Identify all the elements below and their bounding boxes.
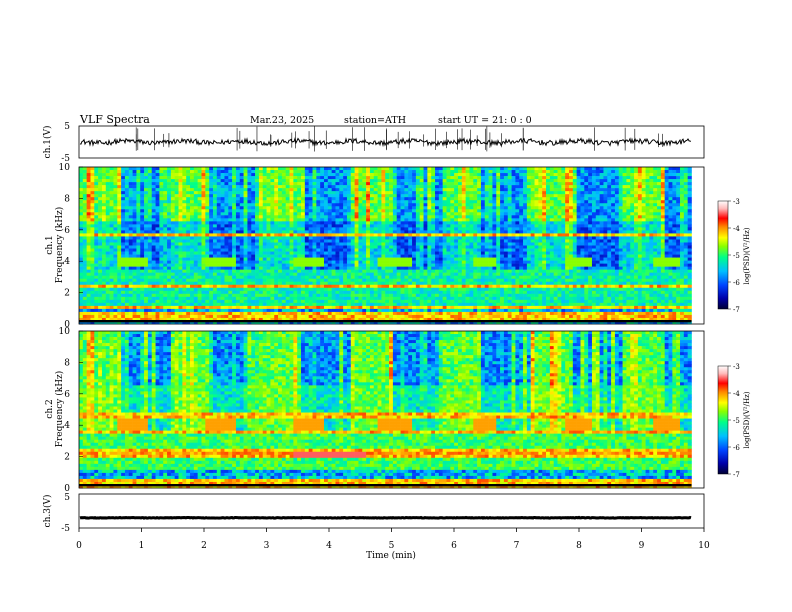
x-tick-label: 2 [201,541,207,551]
ch3-waveform-trace [79,515,692,520]
waveform-line [79,136,692,148]
ch1-waveform-frame [78,125,705,159]
ch1-waveform-ytick-top: 5 [64,122,70,132]
y-tick-label: 0 [64,484,70,494]
y-tick-label: 6 [64,390,70,400]
x-tick-label: 6 [451,541,457,551]
time-axis-ticks: 0 1 2 3 4 5 6 7 8 9 10 [76,528,710,551]
colorbar-tick-label: -6 [733,279,740,287]
y-tick-label: 8 [64,194,70,204]
y-tick-label: 2 [64,289,70,299]
colorbar-tick-label: -3 [733,363,740,371]
ch1-colorbar: -3 -4 -5 -6 -7 log(PSD)(V²/Hz) [717,198,751,314]
ch1-waveform-ylabel: ch.1(V) [42,126,53,159]
colorbar-tick-label: -7 [733,471,740,479]
ch1-spectrogram-ylabel: ch.1 Frequency (kHz) [45,207,65,284]
ch1-spectrogram-yticks: 0 2 4 6 8 10 [59,163,83,330]
x-tick-label: 3 [264,541,270,551]
x-tick-label: 0 [76,541,82,551]
ch3-waveform-ylabel: ch.3(V) [42,495,53,528]
figure-title: VLF Spectra [79,113,150,126]
x-tick-label: 4 [326,541,332,551]
x-tick-label: 10 [698,541,710,551]
ch1-colorbar-label: log(PSD)(V²/Hz) [743,227,751,284]
x-tick-label: 8 [576,541,582,551]
ch2-spectrogram-yticks: 0 2 4 6 8 10 [59,327,83,494]
ch3-waveform-ytick-top: 5 [64,493,70,503]
x-tick-label: 7 [514,541,520,551]
x-tick-label: 1 [139,541,145,551]
ch1-spectrogram-frame [78,166,705,325]
header-start: start UT = 21: 0 : 0 [438,115,532,126]
ch2-colorbar-label: log(PSD)(V²/Hz) [743,391,751,448]
y-tick-label: 6 [64,226,70,236]
colorbar-tick-label: -4 [733,390,740,398]
y-tick-label: 10 [59,327,71,337]
colorbar-tick-label: -5 [733,252,740,260]
ch2-colorbar: -3 -4 -5 -6 -7 log(PSD)(V²/Hz) [717,363,751,479]
colorbar-tick-label: -4 [733,225,740,233]
header-station: station=ATH [344,115,406,126]
y-tick-label: 0 [64,320,70,330]
y-tick-label: 10 [59,163,71,173]
colorbar-tick-label: -3 [733,198,740,206]
y-tick-label: 8 [64,358,70,368]
x-tick-label: 5 [389,541,395,551]
waveform-line [79,515,692,520]
ch2-spectrogram-ylabel: ch.2 Frequency (kHz) [45,371,65,448]
ch1-waveform-ytick-bottom: -5 [61,154,70,164]
time-axis-label: Time (min) [366,550,416,561]
colorbar-tick-label: -5 [733,417,740,425]
ch2-spectrogram-image [79,331,692,489]
x-tick-label: 9 [639,541,645,551]
header-date: Mar.23, 2025 [250,115,314,126]
y-tick-label: 2 [64,453,70,463]
y-tick-label: 4 [64,257,70,267]
ch3-waveform-ytick-bottom: -5 [61,524,70,534]
ch1-waveform-trace [79,126,692,152]
y-tick-label: 4 [64,421,70,431]
colorbar-tick-label: -6 [733,444,740,452]
ch1-spectrogram-image [79,167,692,325]
ch3-waveform-frame [78,493,705,529]
colorbar-tick-label: -7 [733,306,740,314]
ch2-spectrogram-frame [78,330,705,489]
